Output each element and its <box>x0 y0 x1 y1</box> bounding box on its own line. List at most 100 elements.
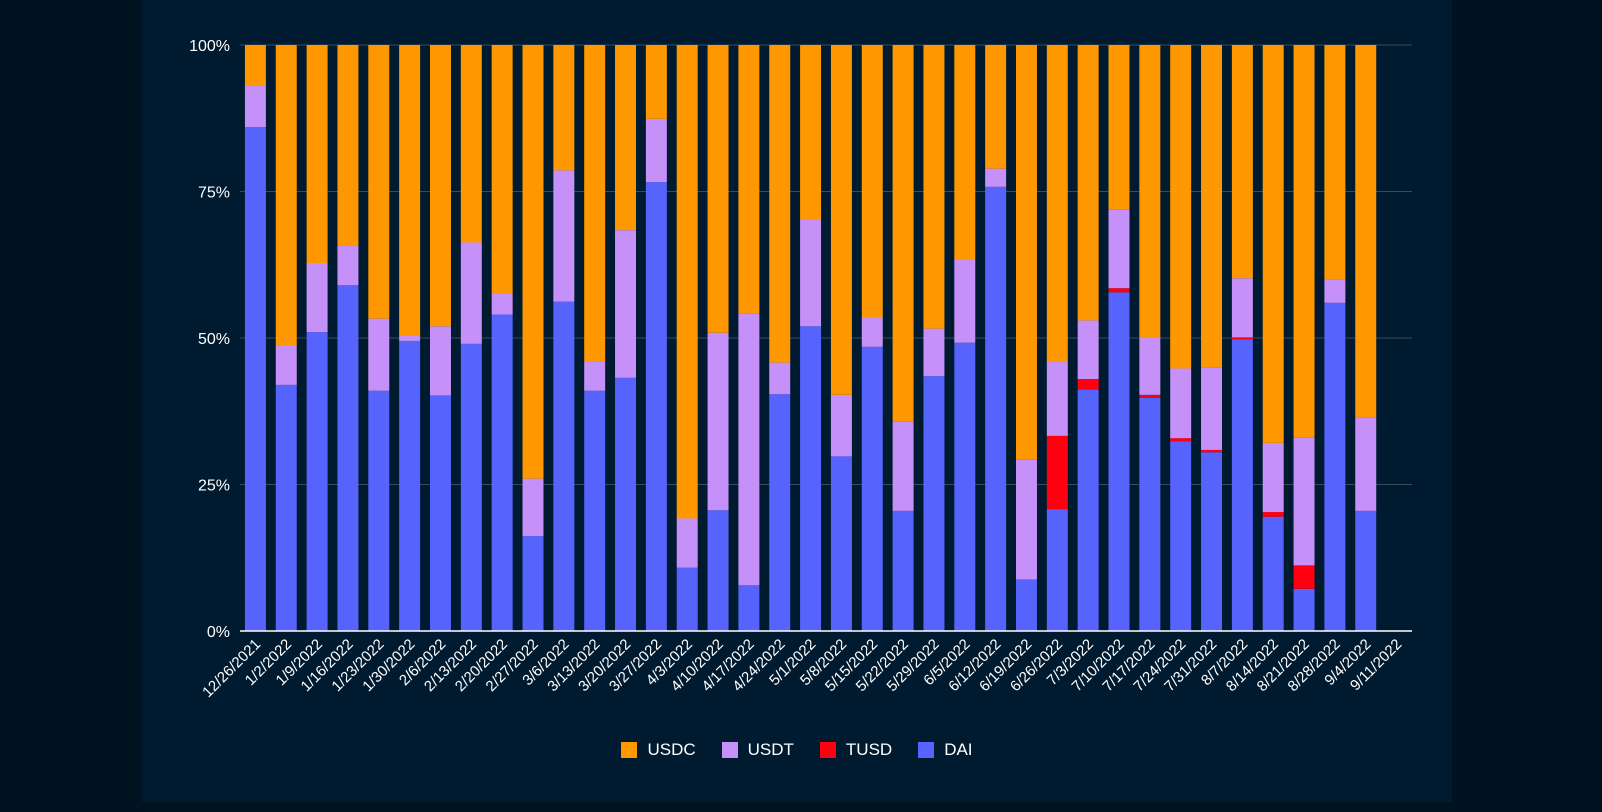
bar-dai <box>954 342 976 631</box>
legend-item-usdc[interactable]: USDC <box>621 740 696 760</box>
bar-dai <box>1324 302 1346 631</box>
y-tick-label: 75% <box>198 185 230 202</box>
bar-dai <box>1139 397 1161 631</box>
bar-usdt <box>244 86 266 128</box>
bar-usdc <box>1077 45 1099 321</box>
legend: USDC USDT TUSD DAI <box>142 740 1452 760</box>
bar-dai <box>306 332 328 631</box>
bar-tusd <box>1201 449 1223 453</box>
bar-usdc <box>954 45 976 260</box>
bar-tusd <box>1108 288 1130 293</box>
bar-usdt <box>830 394 852 457</box>
bar-dai <box>368 390 390 631</box>
bar-usdc <box>769 45 791 363</box>
bar-usdc <box>491 45 513 294</box>
bar-usdt <box>645 118 667 183</box>
bar-dai <box>275 384 297 631</box>
bar-usdc <box>1201 45 1223 368</box>
legend-label: TUSD <box>845 740 893 759</box>
bar-dai <box>861 346 883 631</box>
bar-dai <box>615 377 637 631</box>
bar-dai <box>800 326 822 631</box>
bar-dai <box>429 395 451 631</box>
bar-usdt <box>800 219 822 327</box>
bar-dai <box>645 182 667 631</box>
bar-usdt <box>1293 437 1315 566</box>
legend-item-usdt[interactable]: USDT <box>721 740 794 760</box>
bar-dai <box>1108 292 1130 631</box>
legend-label: USDC <box>647 740 696 759</box>
bar-usdc <box>244 45 266 87</box>
bar-dai <box>892 510 914 631</box>
bar-usdc <box>522 45 544 479</box>
bar-tusd <box>1262 512 1284 517</box>
bar-usdt <box>1139 338 1161 395</box>
bar-dai <box>337 285 359 631</box>
legend-item-dai[interactable]: DAI <box>918 740 973 760</box>
chart-panel: 0% 25% 50% 75% 100% 12/26/2021 1/2/2022 1/9/202… <box>142 0 1452 802</box>
bar-usdt <box>460 242 482 344</box>
bar-dai <box>1201 452 1223 631</box>
bar-dai <box>738 585 760 631</box>
bar-usdc <box>1015 45 1037 460</box>
bar-usdt <box>1046 362 1068 436</box>
bar-usdt <box>615 230 637 378</box>
bar-dai <box>553 301 575 631</box>
bar-usdt <box>306 262 328 333</box>
bar-usdc <box>1170 45 1192 369</box>
legend-item-tusd[interactable]: TUSD <box>819 740 893 760</box>
bar-usdt <box>275 345 297 385</box>
stacked-bar-chart: 0%25%50%75%100%12/26/20211/2/20221/9/202… <box>189 38 1412 701</box>
bar-usdt <box>1201 367 1223 450</box>
bar-usdc <box>275 45 297 346</box>
bar-usdt <box>923 328 945 377</box>
bar-usdc <box>368 45 390 319</box>
bar-dai <box>522 536 544 631</box>
bar-usdt <box>1231 278 1253 338</box>
bar-dai <box>1293 588 1315 631</box>
bar-usdc <box>830 45 852 395</box>
bar-usdc <box>1293 45 1315 438</box>
bar-usdc <box>861 45 883 318</box>
bar-usdt <box>584 361 606 391</box>
bar-usdt <box>1108 209 1130 289</box>
bar-dai <box>1170 441 1192 631</box>
bar-usdc <box>707 45 729 333</box>
bar-usdc <box>429 45 451 327</box>
bar-usdt <box>738 313 760 586</box>
bar-usdt <box>769 362 791 395</box>
bar-dai <box>707 510 729 631</box>
bar-dai <box>491 314 513 631</box>
bar-dai <box>460 343 482 631</box>
bar-dai <box>1046 509 1068 631</box>
bar-usdt <box>954 259 976 343</box>
bar-tusd <box>1139 394 1161 398</box>
bar-usdc <box>1324 45 1346 280</box>
bar-dai <box>830 456 852 631</box>
bar-usdt <box>399 335 421 341</box>
bar-dai <box>1355 510 1377 631</box>
bar-dai <box>769 394 791 631</box>
bar-dai <box>1015 579 1037 631</box>
bar-usdt <box>1324 279 1346 303</box>
bar-tusd <box>1231 337 1253 340</box>
bar-dai <box>1231 339 1253 631</box>
bar-usdt <box>707 332 729 511</box>
bar-tusd <box>1077 379 1099 390</box>
bar-dai <box>1077 389 1099 631</box>
bar-usdc <box>306 45 328 263</box>
bar-dai <box>923 376 945 631</box>
bar-usdc <box>738 45 760 314</box>
legend-swatch <box>621 742 638 758</box>
bar-usdc <box>584 45 606 362</box>
bar-dai <box>1262 516 1284 631</box>
bar-tusd <box>1293 565 1315 589</box>
bar-tusd <box>1046 435 1068 510</box>
y-tick-label: 50% <box>198 331 230 348</box>
bar-usdc <box>1108 45 1130 210</box>
bar-usdt <box>892 421 914 511</box>
bar-usdc <box>923 45 945 329</box>
bar-usdc <box>645 45 667 119</box>
bar-usdc <box>676 45 698 519</box>
bar-usdt <box>553 170 575 302</box>
